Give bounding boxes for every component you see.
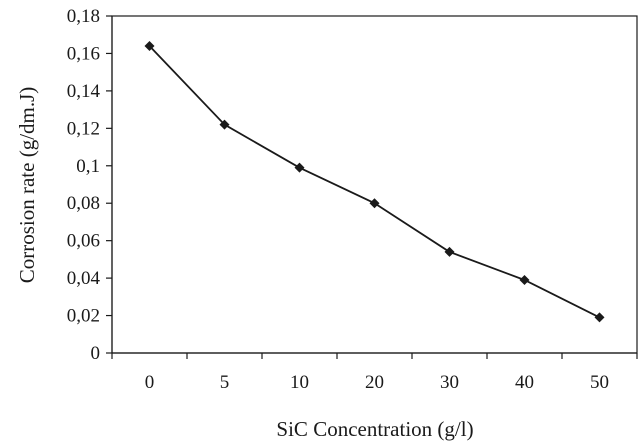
data-point-marker (294, 162, 305, 173)
data-point-marker (444, 246, 455, 257)
data-point-marker (594, 312, 605, 323)
data-point-marker (369, 198, 380, 209)
y-axis-ticks: 0 0,02 0,04 0,06 0,08 0,1 0,12 0,14 0,16 0,18 (67, 6, 112, 364)
x-tick-label: 40 (515, 372, 534, 393)
x-tick-label: 20 (365, 372, 384, 393)
data-point-marker (519, 274, 530, 285)
x-axis-title: SiC Concentration (g/l) (276, 417, 473, 441)
y-tick-label: 0,14 (67, 81, 101, 102)
x-tick-label: 30 (440, 372, 459, 393)
x-tick-label: 10 (290, 372, 309, 393)
y-tick-label: 0,16 (67, 43, 100, 64)
data-point-marker (144, 40, 155, 51)
y-tick-label: 0,02 (67, 306, 100, 327)
y-axis-title: Corrosion rate (g/dm.J) (15, 87, 39, 284)
x-tick-label: 50 (590, 372, 609, 393)
y-tick-label: 0 (91, 343, 101, 364)
y-tick-label: 0,06 (67, 231, 100, 252)
data-point-marker (219, 119, 230, 130)
plot-frame (111, 15, 638, 354)
series-group (144, 40, 605, 323)
y-tick-label: 0,18 (67, 6, 100, 27)
y-tick-label: 0,12 (67, 118, 100, 139)
y-tick-label: 0,1 (76, 156, 100, 177)
x-tick-label: 5 (220, 372, 230, 393)
y-tick-label: 0,08 (67, 193, 100, 214)
y-tick-label: 0,04 (67, 268, 101, 289)
series-line (148, 45, 600, 319)
x-axis-ticks: 0 5 10 20 30 40 50 (111, 353, 638, 393)
x-tick-label: 0 (145, 372, 155, 393)
